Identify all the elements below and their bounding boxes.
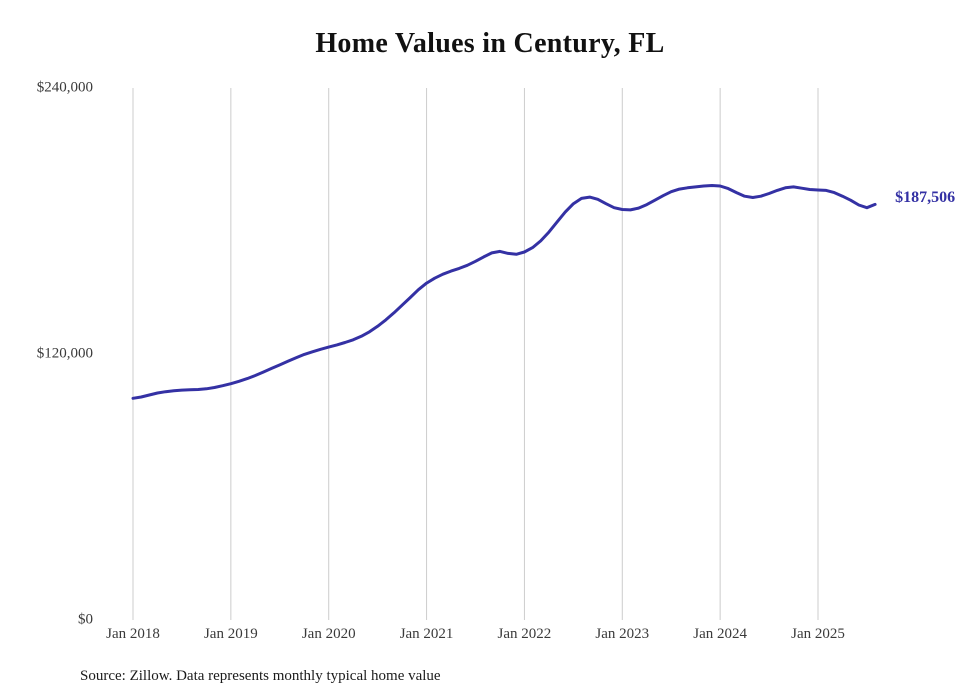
home-value-line (131, 184, 877, 400)
end-value-label: $187,506 (895, 189, 956, 207)
x-tick-label: Jan 2018 (106, 626, 160, 642)
vertical-gridlines (132, 88, 819, 620)
x-tick-label: Jan 2025 (791, 626, 845, 642)
x-tick-label: Jan 2020 (301, 626, 356, 642)
x-tick-label: Jan 2022 (497, 626, 552, 642)
chart-title: Home Values in Century, FL (315, 28, 665, 59)
y-tick-label: $240,000 (36, 79, 93, 96)
x-tick-label: Jan 2019 (203, 626, 258, 642)
y-tick-label: $0 (78, 611, 93, 628)
x-tick-label: Jan 2024 (693, 626, 748, 642)
y-tick-label: $120,000 (36, 345, 93, 362)
x-tick-label: Jan 2021 (399, 626, 454, 642)
x-tick-label: Jan 2023 (595, 626, 650, 642)
source-note: Source: Zillow. Data represents monthly … (80, 668, 441, 684)
